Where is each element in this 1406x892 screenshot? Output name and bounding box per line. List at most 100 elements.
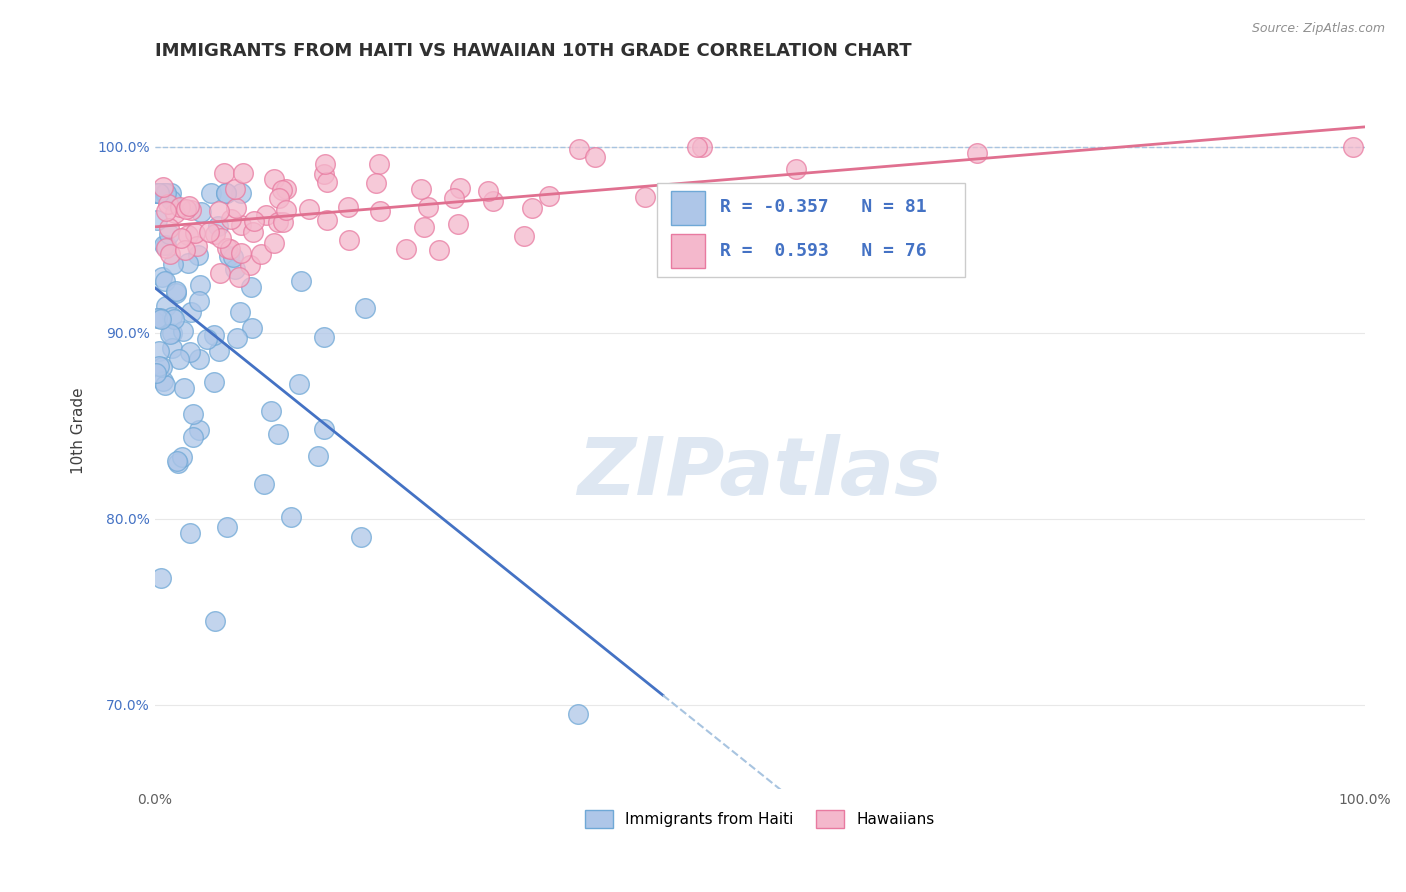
- Point: [184, 226, 207, 240]
- Y-axis label: 10th Grade: 10th Grade: [72, 387, 86, 474]
- Point: [197, 332, 219, 346]
- Point: [169, 200, 191, 214]
- Point: [155, 204, 177, 219]
- Point: [395, 242, 418, 256]
- Point: [337, 200, 360, 214]
- Point: [208, 204, 231, 219]
- Point: [280, 510, 302, 524]
- Point: [166, 456, 188, 470]
- Point: [159, 247, 181, 261]
- Point: [177, 199, 200, 213]
- Point: [520, 201, 543, 215]
- Point: [224, 182, 246, 196]
- Point: [240, 320, 263, 334]
- Point: [307, 449, 329, 463]
- Point: [207, 219, 229, 233]
- Point: [148, 359, 170, 374]
- Point: [568, 142, 591, 156]
- Point: [172, 324, 194, 338]
- Point: [429, 243, 451, 257]
- Point: [242, 225, 264, 239]
- Point: [315, 175, 337, 189]
- Point: [755, 217, 778, 231]
- Point: [150, 269, 173, 284]
- Point: [477, 184, 499, 198]
- Point: [263, 235, 285, 250]
- Text: ZIPatlas: ZIPatlas: [578, 434, 942, 512]
- Point: [160, 186, 183, 201]
- Point: [271, 215, 294, 229]
- Point: [204, 328, 226, 343]
- Point: [411, 181, 433, 195]
- Text: IMMIGRANTS FROM HAITI VS HAWAIIAN 10TH GRADE CORRELATION CHART: IMMIGRANTS FROM HAITI VS HAWAIIAN 10TH G…: [155, 42, 911, 60]
- Point: [634, 190, 657, 204]
- Point: [153, 186, 176, 201]
- Point: [267, 215, 290, 229]
- Point: [200, 186, 222, 201]
- Point: [214, 166, 236, 180]
- Point: [155, 299, 177, 313]
- Text: R = -0.357   N = 81: R = -0.357 N = 81: [720, 198, 927, 216]
- Point: [229, 305, 252, 319]
- Point: [190, 205, 212, 219]
- Point: [188, 351, 211, 366]
- Point: [231, 186, 253, 201]
- Point: [181, 430, 204, 444]
- Point: [148, 186, 170, 201]
- Point: [263, 172, 285, 186]
- Point: [366, 177, 388, 191]
- Point: [150, 571, 173, 585]
- Point: [567, 707, 589, 722]
- Point: [243, 214, 266, 228]
- Point: [228, 270, 250, 285]
- Point: [513, 229, 536, 244]
- Point: [583, 150, 606, 164]
- Point: [337, 233, 360, 247]
- Point: [368, 204, 391, 219]
- Point: [785, 162, 807, 177]
- Point: [207, 343, 229, 358]
- Point: [176, 227, 198, 242]
- Point: [165, 284, 187, 298]
- Point: [274, 182, 297, 196]
- Point: [165, 285, 187, 300]
- Point: [290, 274, 312, 288]
- Point: [160, 341, 183, 355]
- Point: [145, 311, 167, 326]
- Point: [443, 191, 465, 205]
- Bar: [672, 234, 706, 268]
- Point: [232, 166, 254, 180]
- Point: [447, 217, 470, 231]
- Point: [221, 211, 243, 226]
- Point: [349, 530, 371, 544]
- Point: [215, 520, 238, 534]
- Point: [180, 203, 202, 218]
- Point: [188, 423, 211, 437]
- Point: [229, 218, 252, 232]
- Point: [179, 526, 201, 541]
- Point: [692, 140, 714, 154]
- Point: [172, 450, 194, 465]
- Point: [148, 343, 170, 358]
- Point: [187, 248, 209, 262]
- Point: [157, 221, 180, 235]
- Point: [316, 212, 339, 227]
- Point: [176, 202, 198, 216]
- Point: [177, 256, 200, 270]
- Point: [229, 245, 252, 260]
- Point: [149, 311, 172, 326]
- Point: [152, 186, 174, 201]
- Point: [149, 312, 172, 326]
- Point: [253, 476, 276, 491]
- Point: [215, 186, 238, 201]
- Point: [239, 258, 262, 272]
- Point: [276, 202, 298, 217]
- Point: [180, 305, 202, 319]
- Point: [312, 422, 335, 436]
- Point: [449, 181, 471, 195]
- Point: [208, 266, 231, 280]
- Point: [250, 247, 273, 261]
- Point: [222, 250, 245, 264]
- Point: [150, 359, 173, 374]
- Point: [353, 301, 375, 315]
